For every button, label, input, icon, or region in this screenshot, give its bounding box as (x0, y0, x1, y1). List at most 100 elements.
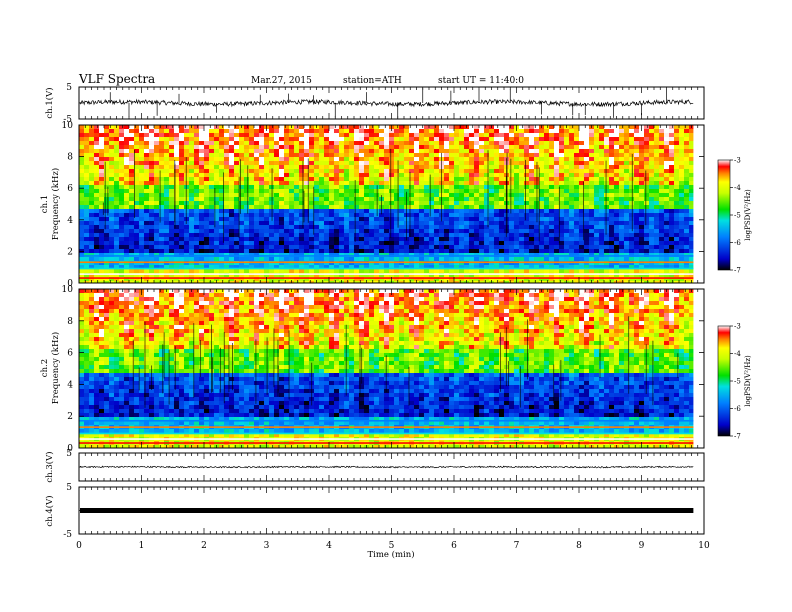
spectrogram-cell (129, 189, 134, 193)
spectrogram-cell (614, 173, 619, 177)
spectrogram-cell (334, 149, 339, 153)
spectrogram-cell (389, 145, 394, 149)
spectrogram-cell (179, 161, 184, 165)
spectrogram-cell (539, 149, 544, 153)
spectrogram-cell (329, 269, 334, 273)
spectrogram-cell (349, 265, 354, 269)
spectrogram-cell (469, 125, 474, 129)
spectrogram-cell (649, 137, 654, 141)
spectrogram-cell (529, 273, 534, 277)
spectrogram-cell (449, 157, 454, 161)
spectrogram-cell (344, 141, 349, 145)
spectrogram-cell (354, 145, 359, 149)
spectrogram-cell (544, 141, 549, 145)
spectrogram-cell (499, 209, 504, 213)
spectrogram-cell (549, 125, 554, 129)
spectrogram-cell (189, 189, 194, 193)
spectrogram-cell (594, 181, 599, 185)
spectrogram-cell (614, 193, 619, 197)
spectrogram-cell (289, 161, 294, 165)
spectrogram-cell (414, 229, 419, 233)
spectrogram-cell (474, 217, 479, 221)
spectrogram-cell (139, 173, 144, 177)
spectrogram-cell (459, 281, 464, 283)
spectrogram-cell (149, 145, 154, 149)
spectrogram-cell (374, 137, 379, 141)
spectrogram-cell (199, 197, 204, 201)
spectrogram-cell (484, 141, 489, 145)
spectrogram-cell (434, 281, 439, 283)
spectrogram-cell (659, 205, 664, 209)
spectrogram-cell (324, 125, 329, 129)
spectrogram-cell (639, 177, 644, 181)
spectrogram-cell (159, 197, 164, 201)
spectrogram-cell (354, 141, 359, 145)
spectrogram-cell (459, 169, 464, 173)
spectrogram-cell (194, 165, 199, 169)
spectrogram-cell (374, 157, 379, 161)
spectrogram-cell (604, 253, 609, 257)
spectrogram-cell (494, 169, 499, 173)
spectrogram-cell (79, 153, 84, 157)
spectrogram-cell (644, 253, 649, 257)
spectrogram-cell (509, 241, 514, 245)
spectrogram-cell (564, 189, 569, 193)
spectrogram-cell (394, 217, 399, 221)
spectrogram-cell (454, 169, 459, 173)
spectrogram-cell (364, 229, 369, 233)
spectrogram-cell (499, 233, 504, 237)
spectrogram-cell (589, 157, 594, 161)
spectrogram-cell (614, 209, 619, 213)
spectrogram-cell (669, 257, 674, 261)
spectrogram-cell (579, 161, 584, 165)
spectrogram-cell (399, 213, 404, 217)
spectrogram-cell (309, 145, 314, 149)
spectrogram-cell (619, 165, 624, 169)
spectrogram-cell (94, 273, 99, 277)
spectrogram-cell (404, 169, 409, 173)
spectrogram-cell (134, 281, 139, 283)
spectrogram-cell (374, 193, 379, 197)
spectrogram-cell (454, 281, 459, 283)
spectrogram-cell (114, 253, 119, 257)
spectrogram-cell (559, 249, 564, 253)
spectrogram-cell (309, 221, 314, 225)
spectrogram-cell (454, 137, 459, 141)
spectrogram-cell (354, 269, 359, 273)
spectrogram-cell (149, 185, 154, 189)
spectrogram-cell (104, 205, 109, 209)
spectrogram-cell (564, 157, 569, 161)
spectrogram-cell (394, 157, 399, 161)
spectrogram-cell (129, 217, 134, 221)
spectrogram-cell (479, 173, 484, 177)
spectrogram-cell (409, 245, 414, 249)
spectrogram-cell (254, 125, 259, 129)
spectrogram-cell (454, 129, 459, 133)
spectrogram-cell (144, 141, 149, 145)
spectrogram-cell (439, 269, 444, 273)
spectrogram-cell (129, 249, 134, 253)
spectrogram-cell (444, 217, 449, 221)
spectrogram-cell (534, 125, 539, 129)
spectrogram-cell (269, 221, 274, 225)
spectrogram-cell (654, 165, 659, 169)
spectrogram-cell (389, 185, 394, 189)
spectrogram-cell (519, 169, 524, 173)
spectrogram-cell (494, 241, 499, 245)
spectrogram-cell (204, 173, 209, 177)
spectrogram-cell (634, 177, 639, 181)
spectrogram-cell (384, 177, 389, 181)
spectrogram-cell (509, 229, 514, 233)
spectrogram-cell (204, 169, 209, 173)
spectrogram-cell (349, 225, 354, 229)
spectrogram-cell (229, 213, 234, 217)
spectrogram-cell (284, 253, 289, 257)
spectrogram-cell (259, 221, 264, 225)
spectrogram-cell (164, 221, 169, 225)
spectrogram-cell (144, 149, 149, 153)
spectrogram-cell (624, 197, 629, 201)
spectrogram-cell (369, 209, 374, 213)
spectrogram-cell (109, 165, 114, 169)
spectrogram-cell (399, 169, 404, 173)
spectrogram-cell (539, 257, 544, 261)
